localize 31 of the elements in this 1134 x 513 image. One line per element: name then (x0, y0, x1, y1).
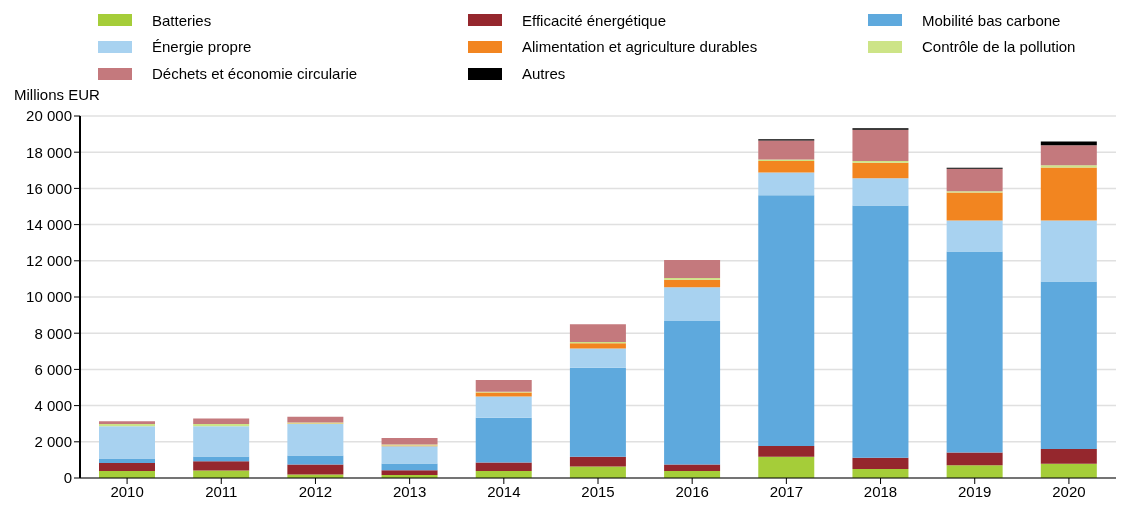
y-tick-label: 6 000 (34, 360, 72, 378)
legend-label: Efficacité énergétique (522, 11, 666, 29)
x-tick-label: 2014 (487, 482, 521, 500)
x-tick-label: 2013 (392, 482, 427, 500)
y-tick-label: 4 000 (34, 396, 72, 414)
x-tick-label: 2017 (769, 482, 804, 500)
x-tick-label: 2011 (205, 482, 238, 500)
y-tick-label: 0 (63, 469, 72, 487)
x-tick-label: 2010 (110, 482, 144, 500)
legend-label: Énergie propre (152, 38, 252, 56)
x-tick-label: 2012 (298, 482, 333, 500)
y-tick-label: 8 000 (34, 324, 72, 342)
x-tick-label: 2015 (581, 482, 615, 500)
y-tick-label: 16 000 (26, 179, 72, 197)
legend-label: Alimentation et agriculture durables (522, 38, 758, 56)
legend-label: Autres (522, 65, 566, 83)
x-tick-label: 2019 (958, 482, 992, 500)
y-tick-label: 18 000 (26, 143, 72, 161)
x-tick-label: 2016 (675, 482, 709, 500)
y-tick-label: 14 000 (26, 215, 72, 233)
y-tick-label: 2 000 (34, 433, 72, 451)
y-axis-title: Millions EUR (13, 86, 101, 105)
y-tick-label: 10 000 (26, 288, 72, 306)
legend-label: Mobilité bas carbone (922, 11, 1061, 29)
y-tick-label: 12 000 (26, 252, 72, 270)
legend-label: Contrôle de la pollution (922, 38, 1076, 56)
x-tick-label: 2018 (863, 482, 898, 500)
legend-label: Batteries (152, 11, 212, 29)
legend-label: Déchets et économie circularie (152, 65, 358, 83)
x-tick-label: 2020 (1052, 482, 1086, 500)
y-tick-label: 20 000 (26, 107, 72, 125)
